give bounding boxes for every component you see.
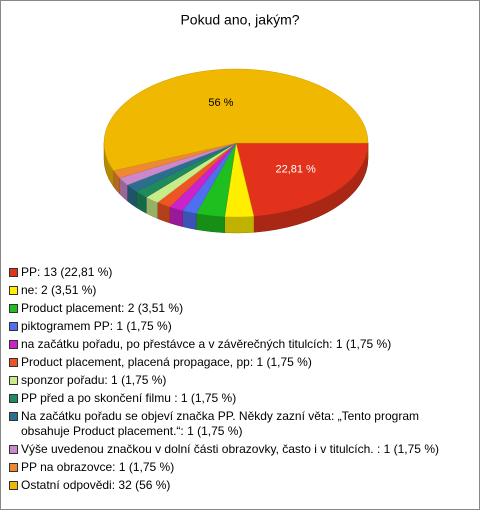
legend-label: ne: 2 (3,51 %) [21, 283, 97, 297]
legend-label: PP: 13 (22,81 %) [21, 265, 113, 279]
legend-swatch [9, 304, 18, 313]
legend-item: PP: 13 (22,81 %) [9, 265, 471, 280]
legend-label: PP před a po skončení filmu : 1 (1,75 %) [21, 391, 237, 405]
legend-swatch [9, 463, 18, 472]
legend-label: sponzor pořadu: 1 (1,75 %) [21, 373, 167, 387]
legend-swatch [9, 445, 18, 454]
legend-label: Výše uvedenou značkou v dolní části obra… [21, 442, 439, 456]
data-label: 56 % [208, 97, 233, 109]
legend-item: Výše uvedenou značkou v dolní části obra… [9, 442, 471, 457]
legend-swatch [9, 481, 18, 490]
slice [235, 142, 369, 217]
slice [103, 68, 369, 171]
legend-item: na začátku pořadu, po přestávce a v závě… [9, 337, 471, 352]
legend-swatch [9, 286, 18, 295]
legend-swatch [9, 394, 18, 403]
legend-item: PP na obrazovce: 1 (1,75 %) [9, 460, 471, 475]
legend-item: PP před a po skončení filmu : 1 (1,75 %) [9, 391, 471, 406]
legend-label: Product placement, placená propagace, pp… [21, 355, 312, 369]
legend-label: PP na obrazovce: 1 (1,75 %) [21, 460, 175, 474]
data-label: 22,81 % [275, 164, 316, 176]
legend-label: Ostatní odpovědi: 32 (56 %) [21, 478, 171, 492]
slice-side [182, 210, 197, 230]
legend-item: Product placement, placená propagace, pp… [9, 355, 471, 370]
legend-item: Product placement: 2 (3,51 %) [9, 301, 471, 316]
legend-label: na začátku pořadu, po přestávce a v závě… [21, 337, 392, 351]
legend-label: Product placement: 2 (3,51 %) [21, 301, 184, 315]
legend-label: Na začátku pořadu se objeví značka PP. N… [21, 409, 419, 438]
legend-item: ne: 2 (3,51 %) [9, 283, 471, 298]
legend-item: sponzor pořadu: 1 (1,75 %) [9, 373, 471, 388]
legend: PP: 13 (22,81 %) ne: 2 (3,51 %) Product pl… [9, 265, 471, 496]
legend-swatch [9, 268, 18, 277]
legend-swatch [9, 322, 18, 331]
legend-swatch [9, 376, 18, 385]
legend-label: piktogramem PP: 1 (1,75 %) [21, 319, 172, 333]
legend-swatch [9, 340, 18, 349]
legend-swatch [9, 358, 18, 367]
legend-item: Na začátku pořadu se objeví značka PP. N… [9, 409, 471, 439]
chart-title: Pokud ano, jakým? [180, 12, 299, 28]
legend-item: Ostatní odpovědi: 32 (56 %) [9, 478, 471, 493]
slice-side [224, 216, 255, 234]
legend-swatch [9, 412, 18, 421]
legend-item: piktogramem PP: 1 (1,75 %) [9, 319, 471, 334]
pie-area: Pokud ano, jakým? 22,81 % 56 % [103, 12, 369, 234]
